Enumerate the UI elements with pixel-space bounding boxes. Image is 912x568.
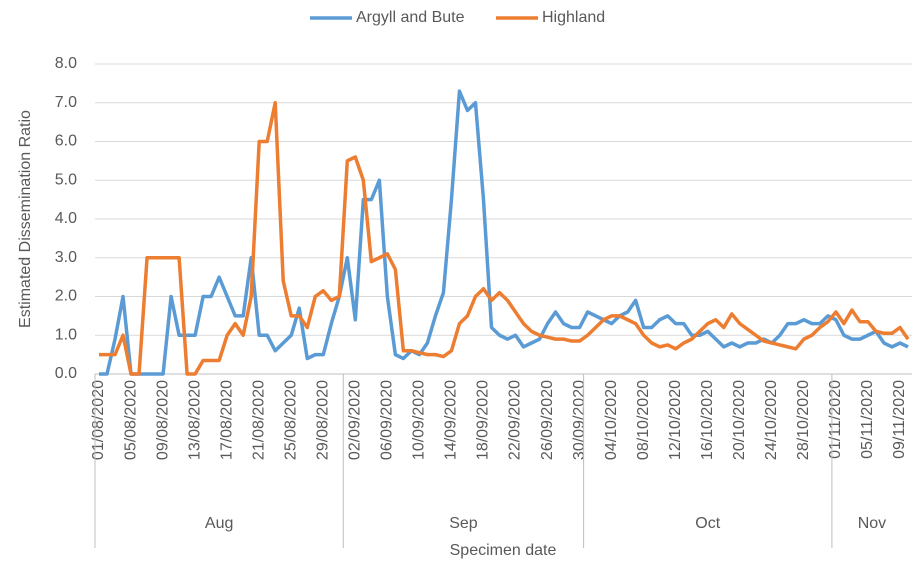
x-tick-label: 13/08/2020 bbox=[186, 380, 203, 460]
y-tick-label: 7.0 bbox=[55, 94, 77, 111]
y-tick-label: 1.0 bbox=[55, 326, 77, 343]
x-tick-label: 18/09/2020 bbox=[475, 380, 492, 460]
x-tick-label: 06/09/2020 bbox=[379, 380, 396, 460]
x-tick-label: 25/08/2020 bbox=[282, 380, 299, 460]
x-tick-label: 01/11/2020 bbox=[827, 380, 844, 459]
x-tick-label: 30/09/2020 bbox=[571, 380, 588, 460]
x-tick-label: 14/09/2020 bbox=[443, 380, 460, 460]
month-label: Aug bbox=[205, 515, 233, 532]
x-tick-label: 09/08/2020 bbox=[154, 380, 171, 460]
x-axis-title: Specimen date bbox=[450, 542, 557, 559]
x-tick-label: 22/09/2020 bbox=[507, 380, 524, 460]
x-tick-label: 17/08/2020 bbox=[218, 380, 235, 460]
x-tick-label: 02/09/2020 bbox=[347, 380, 364, 460]
x-tick-label: 20/10/2020 bbox=[731, 380, 748, 460]
x-tick-label: 28/10/2020 bbox=[795, 380, 812, 460]
month-label: Oct bbox=[695, 515, 720, 532]
y-tick-label: 3.0 bbox=[55, 249, 77, 266]
x-tick-label: 12/10/2020 bbox=[667, 380, 684, 460]
legend-label: Argyll and Bute bbox=[356, 9, 465, 26]
y-tick-label: 8.0 bbox=[55, 55, 77, 72]
month-label: Sep bbox=[449, 515, 478, 532]
x-tick-label: 24/10/2020 bbox=[763, 380, 780, 460]
x-tick-label: 21/08/2020 bbox=[250, 380, 267, 460]
x-tick-label: 10/09/2020 bbox=[411, 380, 428, 460]
x-tick-label: 01/08/2020 bbox=[90, 380, 107, 460]
series-line bbox=[99, 89, 909, 376]
x-tick-label: 09/11/2020 bbox=[891, 380, 908, 459]
x-tick-label: 29/08/2020 bbox=[314, 380, 331, 460]
x-tick-label: 16/10/2020 bbox=[699, 380, 716, 460]
x-tick-label: 08/10/2020 bbox=[635, 380, 652, 460]
x-tick-label: 26/09/2020 bbox=[539, 380, 556, 460]
y-tick-label: 0.0 bbox=[55, 365, 77, 382]
y-tick-label: 2.0 bbox=[55, 288, 77, 305]
x-tick-label: 05/11/2020 bbox=[859, 380, 876, 459]
y-tick-label: 4.0 bbox=[55, 210, 77, 227]
x-tick-label: 05/08/2020 bbox=[122, 380, 139, 460]
x-tick-label: 04/10/2020 bbox=[603, 380, 620, 460]
y-axis-title: Estimated Dissemination Ratio bbox=[17, 110, 34, 328]
legend-label: Highland bbox=[542, 9, 605, 26]
month-label: Nov bbox=[858, 515, 886, 532]
y-tick-label: 6.0 bbox=[55, 133, 77, 150]
series-line bbox=[99, 101, 910, 376]
y-tick-label: 5.0 bbox=[55, 171, 77, 188]
